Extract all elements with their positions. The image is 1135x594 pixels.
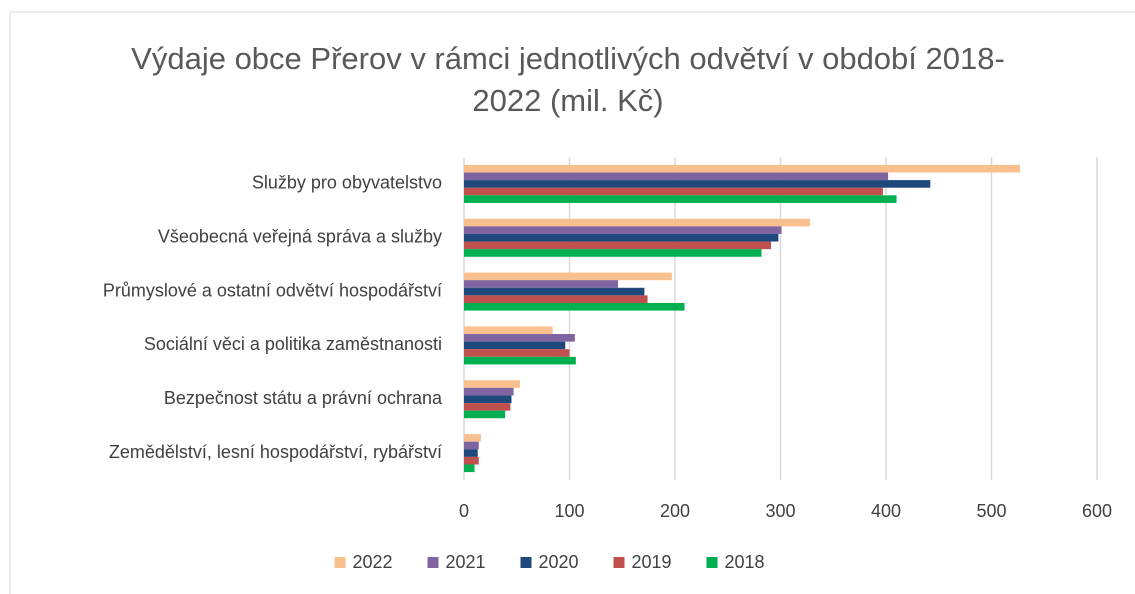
bar bbox=[464, 334, 575, 342]
bar bbox=[464, 387, 514, 396]
x-tick-label: 300 bbox=[765, 501, 795, 521]
legend-swatch bbox=[334, 557, 346, 568]
bar bbox=[464, 341, 566, 350]
bar bbox=[464, 287, 645, 296]
bar bbox=[464, 187, 883, 196]
x-tick-label: 500 bbox=[976, 501, 1006, 521]
y-tick-label: Bezpečnost státu a právní ochrana bbox=[164, 388, 443, 408]
bar bbox=[464, 180, 931, 188]
bar bbox=[464, 326, 553, 335]
bar bbox=[464, 356, 576, 365]
bar bbox=[464, 280, 619, 288]
legend-label: 2019 bbox=[632, 552, 672, 572]
bar bbox=[464, 456, 479, 465]
legend-label: 2022 bbox=[353, 552, 393, 572]
bar bbox=[464, 410, 506, 419]
bar bbox=[464, 195, 897, 203]
bar bbox=[464, 241, 772, 250]
x-tick-label: 100 bbox=[554, 501, 584, 521]
legend-label: 2020 bbox=[539, 552, 579, 572]
bar bbox=[464, 403, 511, 411]
bar bbox=[464, 302, 685, 311]
bar bbox=[464, 164, 1020, 173]
bar bbox=[464, 380, 520, 388]
y-tick-label: Služby pro obyvatelstvo bbox=[252, 173, 442, 193]
bar bbox=[464, 464, 475, 473]
bar bbox=[464, 226, 782, 234]
bar bbox=[464, 295, 648, 303]
bar bbox=[464, 218, 811, 227]
legend-label: 2018 bbox=[725, 552, 765, 572]
bar bbox=[464, 172, 889, 181]
bar bbox=[464, 395, 512, 404]
y-tick-label: Všeobecná veřejná správa a služby bbox=[158, 227, 442, 247]
x-tick-label: 600 bbox=[1082, 501, 1112, 521]
bar bbox=[464, 233, 779, 242]
legend-swatch bbox=[427, 557, 439, 568]
chart-title: Výdaje obce Přerov v rámci jednotlivých … bbox=[131, 41, 1005, 118]
legend-swatch bbox=[613, 557, 625, 568]
bar bbox=[464, 272, 672, 281]
y-tick-label: Sociální věci a politika zaměstnanosti bbox=[144, 334, 442, 354]
x-tick-label: 0 bbox=[459, 501, 469, 521]
y-tick-label: Průmyslové a ostatní odvětví hospodářstv… bbox=[103, 280, 442, 300]
bar bbox=[464, 449, 478, 457]
legend-label: 2021 bbox=[446, 552, 486, 572]
bar bbox=[464, 441, 479, 450]
chart-border bbox=[9, 11, 1135, 594]
legend-swatch bbox=[706, 557, 718, 568]
x-tick-label: 400 bbox=[871, 501, 901, 521]
bar bbox=[464, 249, 762, 257]
bar bbox=[464, 349, 570, 357]
bar bbox=[464, 434, 481, 442]
x-tick-label: 200 bbox=[660, 501, 690, 521]
y-tick-label: Zemědělství, lesní hospodářství, rybářst… bbox=[109, 442, 442, 462]
legend-swatch bbox=[520, 557, 532, 568]
